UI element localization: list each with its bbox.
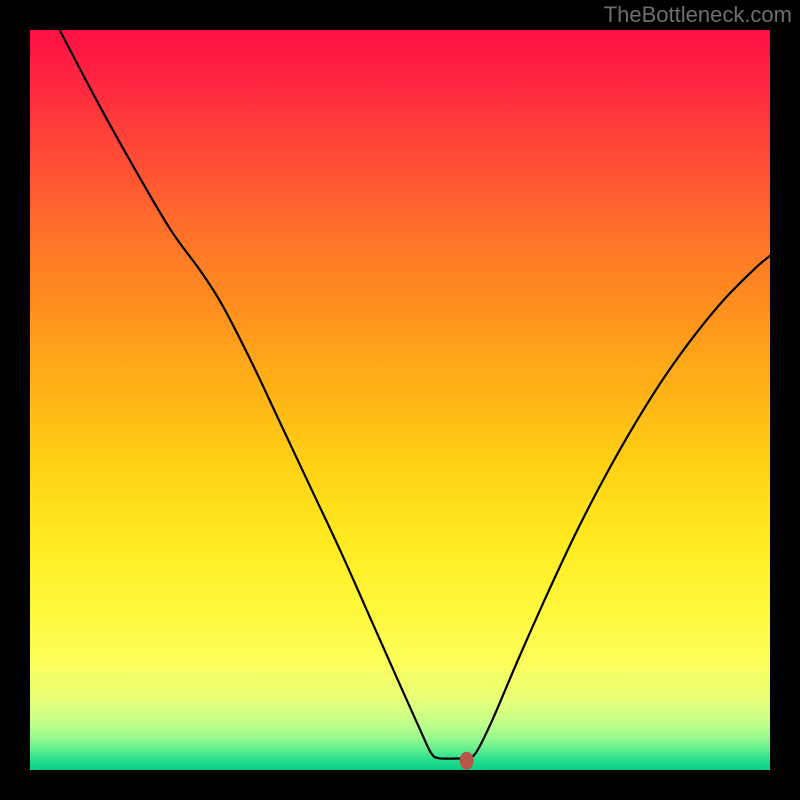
optimal-marker	[460, 752, 474, 770]
plot-background	[30, 30, 770, 770]
chart-stage: TheBottleneck.com	[0, 0, 800, 800]
chart-svg	[0, 0, 800, 800]
